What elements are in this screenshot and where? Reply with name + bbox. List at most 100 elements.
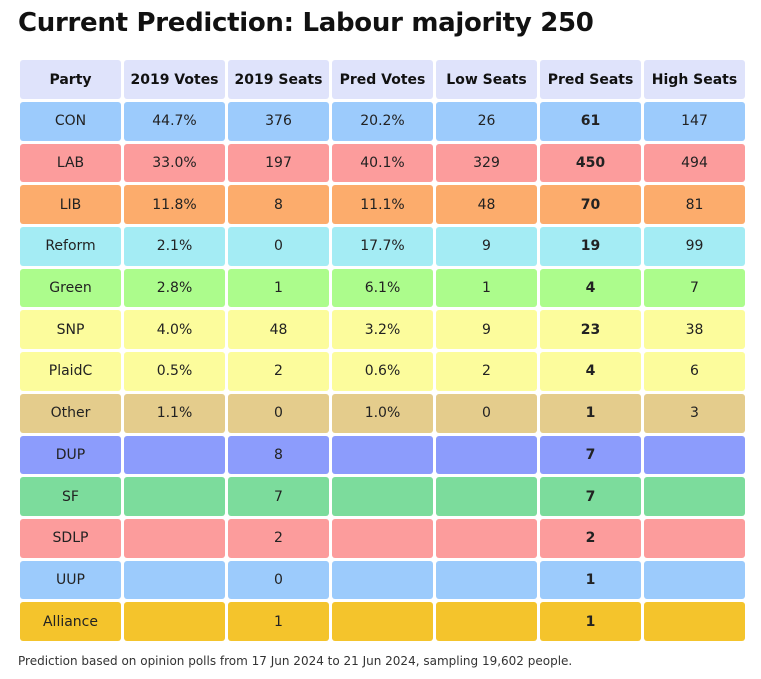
low-seats-cell xyxy=(436,477,537,516)
low-seats-cell: 0 xyxy=(436,393,537,433)
high-seats-cell xyxy=(644,560,745,600)
pred-votes-cell: 17.7% xyxy=(332,227,433,266)
pred-votes-cell: 20.2% xyxy=(332,102,433,141)
pred-seats-cell: 450 xyxy=(540,143,641,183)
party-cell: LIB xyxy=(20,185,121,225)
column-header-2019-votes: 2019 Votes xyxy=(124,60,225,99)
pred-votes-cell xyxy=(332,602,433,641)
seats-2019-cell: 0 xyxy=(228,393,329,433)
votes-2019-cell xyxy=(124,435,225,475)
pred-votes-cell: 1.0% xyxy=(332,393,433,433)
low-seats-cell: 48 xyxy=(436,185,537,225)
seats-2019-cell: 376 xyxy=(228,102,329,141)
table-row: LAB 33.0% 197 40.1% 329 450 494 xyxy=(20,143,745,183)
column-header-low-seats: Low Seats xyxy=(436,60,537,99)
low-seats-cell: 9 xyxy=(436,310,537,350)
party-cell: Green xyxy=(20,268,121,308)
pred-votes-cell: 0.6% xyxy=(332,352,433,391)
votes-2019-cell: 2.8% xyxy=(124,268,225,308)
pred-seats-cell: 19 xyxy=(540,227,641,266)
votes-2019-cell xyxy=(124,560,225,600)
party-cell: SNP xyxy=(20,310,121,350)
high-seats-cell xyxy=(644,477,745,516)
pred-votes-cell: 3.2% xyxy=(332,310,433,350)
table-body: CON 44.7% 376 20.2% 26 61 147 LAB 33.0% 197 40.1% 3… xyxy=(20,102,745,641)
seats-2019-cell: 0 xyxy=(228,560,329,600)
pred-seats-cell: 1 xyxy=(540,602,641,641)
party-cell: Reform xyxy=(20,227,121,266)
low-seats-cell: 9 xyxy=(436,227,537,266)
seats-2019-cell: 1 xyxy=(228,602,329,641)
column-header-party: Party xyxy=(20,60,121,99)
pred-votes-cell: 6.1% xyxy=(332,268,433,308)
party-cell: SDLP xyxy=(20,518,121,558)
votes-2019-cell xyxy=(124,477,225,516)
low-seats-cell: 1 xyxy=(436,268,537,308)
seats-2019-cell: 48 xyxy=(228,310,329,350)
pred-seats-cell: 23 xyxy=(540,310,641,350)
seats-2019-cell: 8 xyxy=(228,185,329,225)
prediction-table: Party 2019 Votes 2019 Seats Pred Votes L… xyxy=(17,57,748,644)
pred-seats-cell: 70 xyxy=(540,185,641,225)
seats-2019-cell: 197 xyxy=(228,143,329,183)
table-row: SF 7 7 xyxy=(20,477,745,516)
table-row: Alliance 1 1 xyxy=(20,602,745,641)
seats-2019-cell: 8 xyxy=(228,435,329,475)
low-seats-cell: 2 xyxy=(436,352,537,391)
table-row: LIB 11.8% 8 11.1% 48 70 81 xyxy=(20,185,745,225)
table-row: DUP 8 7 xyxy=(20,435,745,475)
votes-2019-cell: 44.7% xyxy=(124,102,225,141)
votes-2019-cell: 11.8% xyxy=(124,185,225,225)
column-header-pred-votes: Pred Votes xyxy=(332,60,433,99)
table-row: UUP 0 1 xyxy=(20,560,745,600)
page-title: Current Prediction: Labour majority 250 xyxy=(18,8,594,38)
seats-2019-cell: 0 xyxy=(228,227,329,266)
pred-seats-cell: 2 xyxy=(540,518,641,558)
votes-2019-cell xyxy=(124,602,225,641)
pred-votes-cell xyxy=(332,477,433,516)
votes-2019-cell xyxy=(124,518,225,558)
votes-2019-cell: 4.0% xyxy=(124,310,225,350)
table-row: Green 2.8% 1 6.1% 1 4 7 xyxy=(20,268,745,308)
votes-2019-cell: 0.5% xyxy=(124,352,225,391)
high-seats-cell xyxy=(644,602,745,641)
high-seats-cell: 147 xyxy=(644,102,745,141)
table-row: SNP 4.0% 48 3.2% 9 23 38 xyxy=(20,310,745,350)
column-header-high-seats: High Seats xyxy=(644,60,745,99)
column-header-2019-seats: 2019 Seats xyxy=(228,60,329,99)
high-seats-cell: 99 xyxy=(644,227,745,266)
table-row: CON 44.7% 376 20.2% 26 61 147 xyxy=(20,102,745,141)
party-cell: UUP xyxy=(20,560,121,600)
party-cell: LAB xyxy=(20,143,121,183)
high-seats-cell: 81 xyxy=(644,185,745,225)
low-seats-cell: 26 xyxy=(436,102,537,141)
table-row: SDLP 2 2 xyxy=(20,518,745,558)
low-seats-cell: 329 xyxy=(436,143,537,183)
seats-2019-cell: 2 xyxy=(228,352,329,391)
low-seats-cell xyxy=(436,518,537,558)
pred-votes-cell xyxy=(332,560,433,600)
pred-seats-cell: 1 xyxy=(540,393,641,433)
high-seats-cell: 38 xyxy=(644,310,745,350)
seats-2019-cell: 2 xyxy=(228,518,329,558)
low-seats-cell xyxy=(436,435,537,475)
table-row: PlaidC 0.5% 2 0.6% 2 4 6 xyxy=(20,352,745,391)
table-row: Other 1.1% 0 1.0% 0 1 3 xyxy=(20,393,745,433)
pred-votes-cell xyxy=(332,435,433,475)
party-cell: Alliance xyxy=(20,602,121,641)
party-cell: CON xyxy=(20,102,121,141)
high-seats-cell xyxy=(644,435,745,475)
seats-2019-cell: 7 xyxy=(228,477,329,516)
pred-seats-cell: 1 xyxy=(540,560,641,600)
high-seats-cell: 494 xyxy=(644,143,745,183)
table-row: Reform 2.1% 0 17.7% 9 19 99 xyxy=(20,227,745,266)
low-seats-cell xyxy=(436,560,537,600)
pred-votes-cell: 40.1% xyxy=(332,143,433,183)
high-seats-cell: 7 xyxy=(644,268,745,308)
low-seats-cell xyxy=(436,602,537,641)
party-cell: Other xyxy=(20,393,121,433)
pred-votes-cell xyxy=(332,518,433,558)
high-seats-cell: 6 xyxy=(644,352,745,391)
pred-seats-cell: 4 xyxy=(540,352,641,391)
high-seats-cell: 3 xyxy=(644,393,745,433)
